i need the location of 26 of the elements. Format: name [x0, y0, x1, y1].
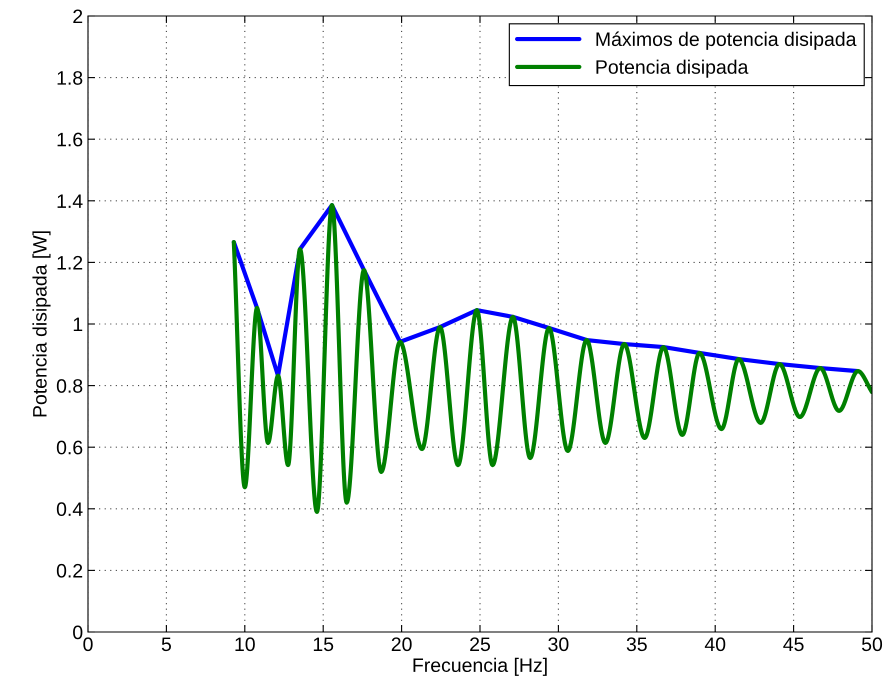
- y-tick-label: 0.6: [56, 440, 82, 454]
- y-tick-label: 0.8: [56, 379, 82, 393]
- y-tick-label: 2: [73, 9, 82, 24]
- y-tick-label: 1.8: [58, 71, 82, 85]
- x-tick-label: 50: [862, 637, 882, 652]
- y-tick-label: 1.2: [58, 256, 82, 270]
- x-tick-label: 35: [626, 637, 647, 652]
- x-tick-label: 45: [783, 638, 804, 652]
- x-axis-title: Frecuencia [Hz]: [414, 658, 547, 676]
- legend-label: Potencia disipada: [596, 60, 748, 78]
- y-tick-label: 0.4: [56, 502, 83, 516]
- y-tick-label: 0.2: [56, 564, 82, 578]
- y-tick-label: 1.6: [58, 132, 82, 146]
- y-axis-title: Potencia disipada [W]: [32, 231, 51, 416]
- x-tick-label: 10: [235, 637, 255, 652]
- x-tick-label: 25: [470, 637, 490, 652]
- y-tick-label: 1.4: [58, 194, 83, 208]
- x-tick-label: 40: [704, 637, 726, 652]
- legend-label: Máximos de potencia disipada: [596, 32, 856, 50]
- x-tick-label: 5: [162, 638, 171, 652]
- y-tick-label: 0: [73, 625, 82, 640]
- x-tick-label: 15: [314, 638, 334, 652]
- x-tick-label: 20: [392, 637, 412, 652]
- x-tick-label: 0: [83, 637, 93, 652]
- y-tick-label: 1: [74, 318, 82, 332]
- x-tick-label: 30: [548, 637, 568, 652]
